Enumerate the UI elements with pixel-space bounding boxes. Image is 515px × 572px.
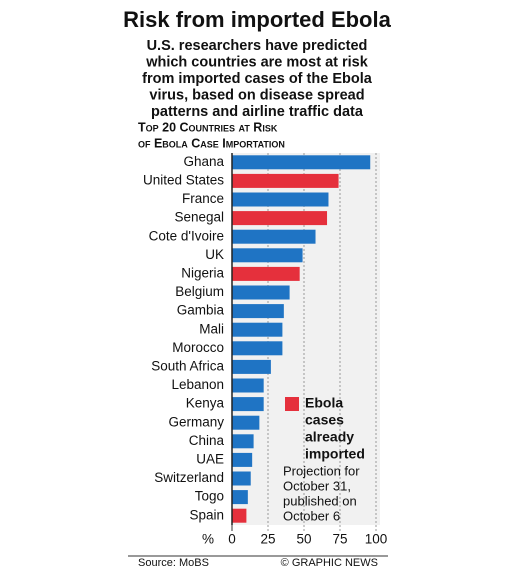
- category-label: Senegal: [174, 210, 224, 225]
- subtitle-line: virus, based on disease spread: [149, 87, 364, 103]
- category-label: Cote d'Ivoire: [149, 228, 224, 243]
- x-tick-label: 0: [228, 532, 236, 547]
- source: Source: MoBS: [138, 557, 209, 569]
- legend-swatch: [285, 397, 299, 411]
- category-label: Mali: [199, 321, 224, 336]
- x-axis-label: %: [202, 532, 214, 547]
- category-label: Spain: [189, 507, 224, 522]
- bar: [232, 397, 264, 412]
- annotation: October 6: [283, 508, 340, 523]
- annotation: published on: [283, 493, 357, 508]
- category-label: Switzerland: [154, 470, 224, 485]
- bar: [232, 378, 264, 393]
- category-label: Gambia: [177, 303, 225, 318]
- bar: [232, 304, 284, 319]
- category-label: Kenya: [186, 396, 225, 411]
- bar: [232, 322, 283, 337]
- annotation: October 31,: [283, 478, 351, 493]
- chart-heading: Top 20 Countries at Risk: [138, 120, 278, 134]
- bar: [232, 229, 316, 244]
- category-label: Morocco: [172, 340, 224, 355]
- category-label: Germany: [168, 414, 224, 429]
- bar: [232, 211, 328, 226]
- bar: [232, 173, 339, 188]
- bar: [232, 192, 329, 207]
- chart-title: Risk from imported Ebola: [123, 7, 391, 32]
- bar: [232, 285, 290, 300]
- category-label: UAE: [196, 451, 224, 466]
- x-tick-label: 50: [296, 532, 311, 547]
- bar: [232, 508, 247, 523]
- chart-heading: of Ebola Case Importation: [138, 136, 285, 150]
- credit: © GRAPHIC NEWS: [281, 557, 378, 569]
- bar: [232, 415, 260, 430]
- x-tick-label: 75: [332, 532, 347, 547]
- legend-label: Ebola: [305, 395, 343, 411]
- category-label: France: [182, 191, 224, 206]
- bar: [232, 490, 248, 505]
- x-tick-label: 25: [260, 532, 275, 547]
- subtitle-line: from imported cases of the Ebola: [142, 71, 373, 87]
- category-label: South Africa: [151, 358, 224, 373]
- category-label: Togo: [195, 489, 224, 504]
- subtitle-line: U.S. researchers have predicted: [147, 38, 368, 54]
- annotation: Projection for: [283, 463, 360, 478]
- x-tick-label: 100: [365, 532, 388, 547]
- subtitle-line: patterns and airline traffic data: [151, 104, 364, 120]
- category-label: Nigeria: [181, 265, 224, 280]
- bar: [232, 452, 253, 467]
- bar: [232, 155, 371, 170]
- bar: [232, 341, 283, 356]
- category-label: China: [189, 433, 225, 448]
- category-label: United States: [143, 172, 224, 187]
- bar: [232, 471, 251, 486]
- legend-label: cases: [305, 412, 344, 428]
- legend-label: already: [305, 429, 354, 445]
- category-label: UK: [205, 247, 224, 262]
- bar: [232, 248, 303, 263]
- category-label: Lebanon: [171, 377, 224, 392]
- bar: [232, 359, 271, 374]
- category-label: Belgium: [175, 284, 224, 299]
- bar: [232, 266, 300, 281]
- bar: [232, 434, 254, 449]
- legend-label: imported: [305, 446, 365, 462]
- subtitle-line: which countries are most at risk: [145, 54, 369, 70]
- category-label: Ghana: [183, 154, 224, 169]
